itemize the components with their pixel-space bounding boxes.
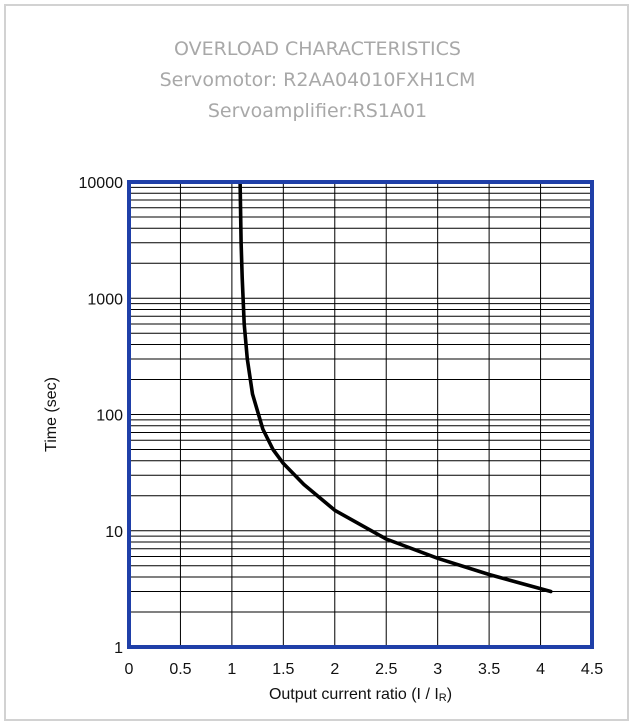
x-tick-label: 3 [433, 661, 442, 678]
y-tick-label: 10 [105, 524, 123, 541]
x-tick-label: 2 [330, 661, 339, 678]
grid [129, 182, 592, 647]
x-tick-label: 4.5 [581, 661, 603, 678]
x-tick-label: 1.5 [272, 661, 294, 678]
y-tick-label: 10000 [79, 175, 124, 192]
chart-subtitle-servoamplifier: Servoamplifier:RS1A01 [207, 100, 428, 122]
x-tick-label: 3.5 [478, 661, 500, 678]
overload-curve [238, 180, 553, 594]
x-tick-label: 0.5 [169, 661, 191, 678]
chart-subtitle-servomotor: Servomotor: R2AA04010FXH1CM [159, 69, 476, 91]
x-tick-label: 0 [125, 661, 134, 678]
x-tick-label: 1 [227, 661, 236, 678]
chart-titles: OVERLOAD CHARACTERISTICS Servomotor: R2A… [0, 34, 635, 127]
chart-title: OVERLOAD CHARACTERISTICS [174, 38, 461, 60]
y-tick-label: 1000 [87, 291, 123, 308]
x-tick-label: 2.5 [375, 661, 397, 678]
y-tick-label: 100 [96, 408, 123, 425]
chart-frame [4, 4, 629, 721]
x-axis-ticks: 0 0.5 1 1.5 2 2.5 3 3.5 4 4.5 [125, 661, 604, 678]
x-tick-label: 4 [536, 661, 545, 678]
x-axis-label: Output current ratio (I / IR) [269, 686, 452, 704]
y-axis-ticks: 1 10 100 1000 10000 [79, 175, 124, 657]
y-tick-label: 1 [114, 640, 123, 657]
plot-area-border [127, 180, 594, 649]
y-axis-label: Time (sec) [43, 377, 60, 452]
